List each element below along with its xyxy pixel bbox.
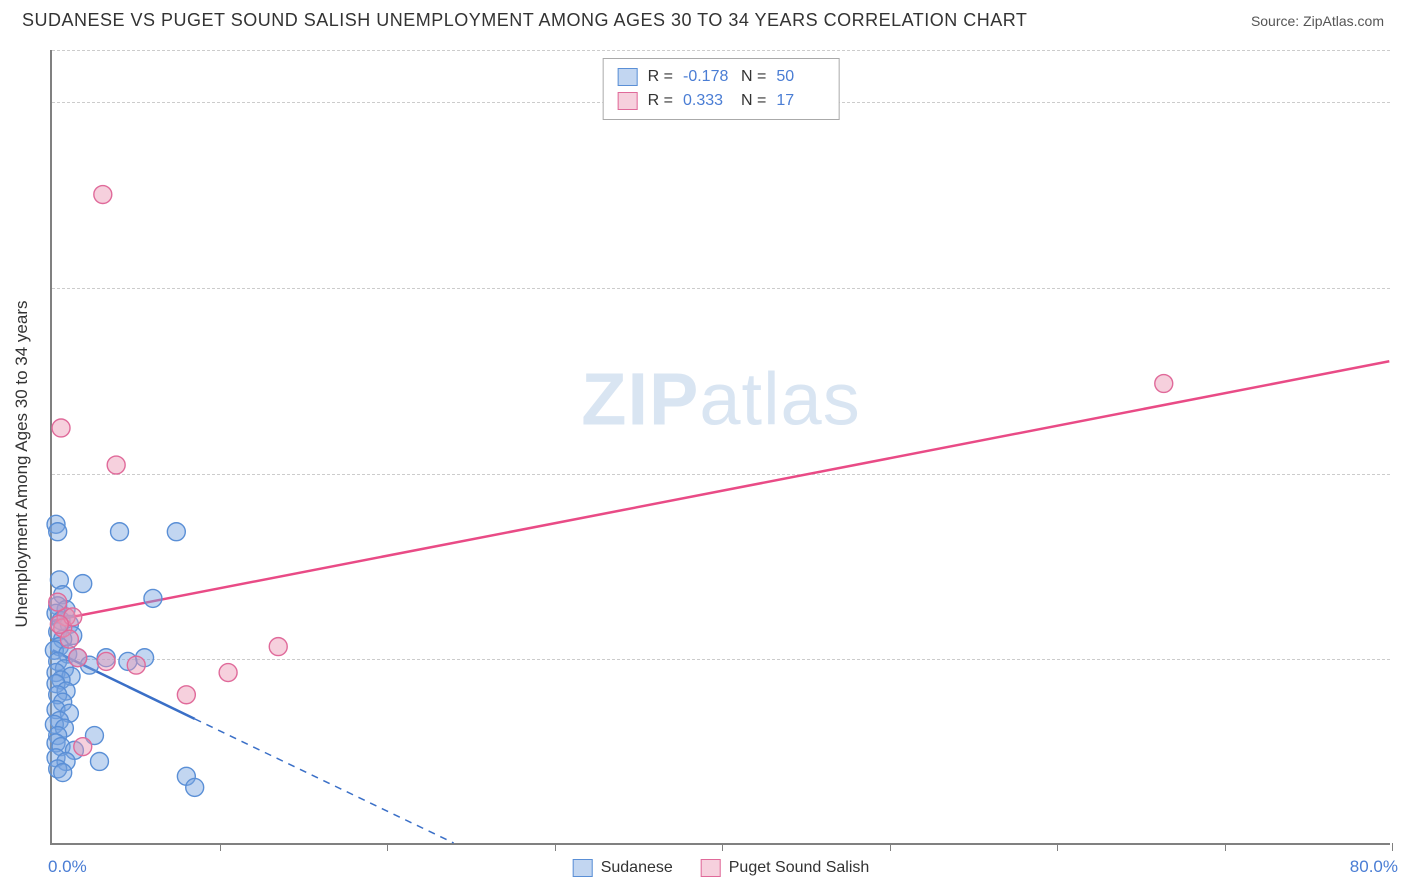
title-bar: SUDANESE VS PUGET SOUND SALISH UNEMPLOYM…: [0, 0, 1406, 37]
series-swatch: [618, 68, 638, 86]
legend-item: Sudanese: [573, 859, 673, 877]
r-label: R =: [648, 89, 673, 113]
x-tick: [1225, 843, 1226, 851]
stats-row: R = 0.333 N = 17: [618, 89, 825, 113]
series-swatch: [701, 859, 721, 877]
r-label: R =: [648, 65, 673, 89]
y-axis-label: Unemployment Among Ages 30 to 34 years: [12, 301, 32, 628]
legend: Sudanese Puget Sound Salish: [573, 859, 870, 877]
x-tick: [1057, 843, 1058, 851]
x-tick: [555, 843, 556, 851]
x-tick: [722, 843, 723, 851]
r-value: 0.333: [683, 89, 731, 113]
x-tick: [890, 843, 891, 851]
x-tick: [387, 843, 388, 851]
y-tick-label: 10.0%: [1400, 464, 1406, 484]
y-tick-label: 5.0%: [1400, 649, 1406, 669]
y-tick-label: 15.0%: [1400, 278, 1406, 298]
chart-title: SUDANESE VS PUGET SOUND SALISH UNEMPLOYM…: [22, 10, 1027, 31]
legend-label: Sudanese: [601, 859, 673, 877]
legend-label: Puget Sound Salish: [729, 859, 870, 877]
plot-area: ZIPatlas 5.0%10.0%15.0%20.0% 0.0% 80.0% …: [50, 50, 1390, 845]
series-swatch: [573, 859, 593, 877]
series-swatch: [618, 92, 638, 110]
x-tick: [1392, 843, 1393, 851]
source-label: Source: ZipAtlas.com: [1251, 13, 1384, 29]
stats-box: R = -0.178 N = 50 R = 0.333 N = 17: [603, 58, 840, 120]
plot-wrapper: Unemployment Among Ages 30 to 34 years Z…: [50, 50, 1390, 878]
x-tick: [220, 843, 221, 851]
y-tick-label: 20.0%: [1400, 92, 1406, 112]
legend-item: Puget Sound Salish: [701, 859, 870, 877]
n-label: N =: [741, 65, 766, 89]
stats-row: R = -0.178 N = 50: [618, 65, 825, 89]
chart-svg: [52, 50, 1390, 843]
x-max-label: 80.0%: [1350, 857, 1398, 877]
r-value: -0.178: [683, 65, 731, 89]
x-origin-label: 0.0%: [48, 857, 87, 877]
n-value: 17: [776, 89, 824, 113]
n-value: 50: [776, 65, 824, 89]
n-label: N =: [741, 89, 766, 113]
